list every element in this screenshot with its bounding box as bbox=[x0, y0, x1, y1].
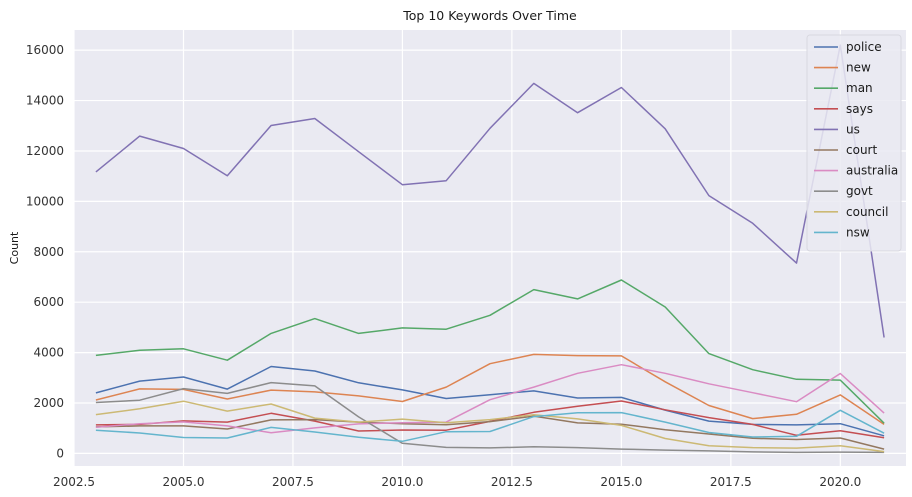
x-tick-label: 2012.5 bbox=[491, 475, 533, 489]
y-tick-label: 8000 bbox=[33, 245, 64, 259]
x-tick-label: 2002.5 bbox=[53, 475, 95, 489]
series-line-australia bbox=[95, 363, 885, 434]
legend: police new man says us court australia govt coun… bbox=[806, 34, 902, 252]
legend-label: us bbox=[846, 122, 860, 136]
y-tick-label: 6000 bbox=[33, 295, 64, 309]
x-tick-label: 2007.5 bbox=[272, 475, 314, 489]
series-line-man bbox=[95, 279, 885, 424]
legend-label: nsw bbox=[846, 225, 870, 239]
plot-area bbox=[74, 30, 906, 466]
legend-label: police bbox=[846, 40, 882, 54]
y-tick-label: 0 bbox=[56, 446, 64, 460]
legend-label: court bbox=[846, 143, 877, 157]
legend-label: man bbox=[846, 81, 873, 95]
x-tick-label: 2017.5 bbox=[710, 475, 752, 489]
legend-label: govt bbox=[846, 184, 873, 198]
series-line-us bbox=[95, 44, 885, 338]
x-axis-ticks: 2002.5 2005.0 2007.5 2010.0 2012.5 2015.0 2017… bbox=[53, 475, 861, 489]
y-tick-label: 12000 bbox=[26, 144, 64, 158]
chart-title: Top 10 Keywords Over Time bbox=[402, 8, 577, 23]
y-tick-label: 14000 bbox=[26, 94, 64, 108]
y-tick-label: 4000 bbox=[33, 346, 64, 360]
legend-box bbox=[806, 34, 902, 252]
legend-label: says bbox=[846, 102, 873, 116]
x-tick-label: 2020.0 bbox=[819, 475, 861, 489]
y-tick-label: 16000 bbox=[26, 43, 64, 57]
y-tick-label: 2000 bbox=[33, 396, 64, 410]
legend-label: new bbox=[846, 61, 871, 75]
series-layer bbox=[95, 44, 885, 454]
series-line-nsw bbox=[95, 409, 885, 443]
series-line-new bbox=[95, 353, 885, 426]
y-axis-label: Count bbox=[8, 231, 21, 264]
series-line-govt bbox=[95, 381, 885, 454]
x-tick-label: 2005.0 bbox=[162, 475, 204, 489]
y-axis-ticks: 0 2000 4000 6000 8000 10000 12000 14000 16000 bbox=[26, 43, 64, 460]
series-line-council bbox=[95, 400, 885, 453]
legend-label: australia bbox=[846, 164, 898, 178]
series-line-court bbox=[95, 415, 885, 450]
x-tick-label: 2015.0 bbox=[600, 475, 642, 489]
grid bbox=[73, 30, 906, 466]
legend-label: council bbox=[846, 205, 888, 219]
y-tick-label: 10000 bbox=[26, 194, 64, 208]
x-tick-label: 2010.0 bbox=[381, 475, 423, 489]
